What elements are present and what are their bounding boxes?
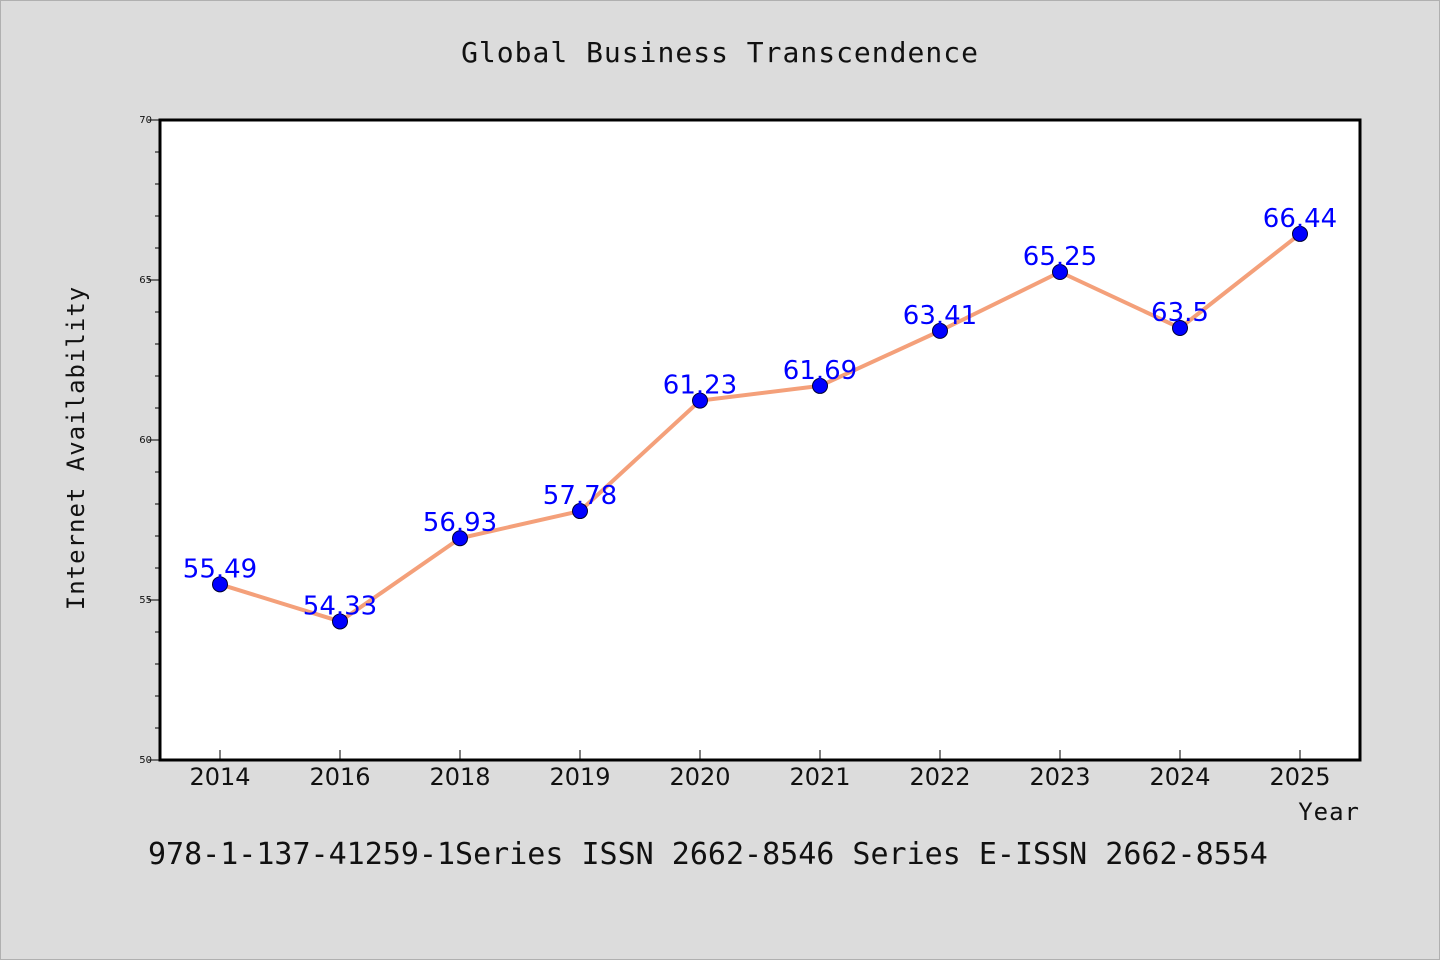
data-point xyxy=(332,613,348,630)
data-point xyxy=(692,392,708,409)
data-point xyxy=(452,530,468,547)
data-point xyxy=(1052,264,1068,280)
data-label: 66.44 xyxy=(1263,204,1337,234)
data-label: 54.33 xyxy=(303,591,377,621)
x-tick-label: 2024 xyxy=(1149,763,1210,791)
x-tick-label: 2014 xyxy=(189,763,250,791)
series-group xyxy=(212,225,1308,630)
x-tick-label: 2016 xyxy=(309,763,370,791)
y-axis-label: Internet Availability xyxy=(62,286,90,610)
data-point xyxy=(1172,320,1188,336)
x-tick-label: 2022 xyxy=(909,763,970,791)
series-line xyxy=(219,232,1302,624)
data-label: 63.5 xyxy=(1151,298,1209,328)
data-label: 55.49 xyxy=(183,554,257,584)
data-label: 63.41 xyxy=(903,301,977,331)
data-label: 57.78 xyxy=(543,481,617,511)
chart-title: Global Business Transcendence xyxy=(461,36,979,69)
data-point xyxy=(812,377,828,394)
x-tick-label: 2023 xyxy=(1029,763,1090,791)
x-tick-label: 2019 xyxy=(549,763,610,791)
x-tick-label: 2018 xyxy=(429,763,490,791)
data-label: 56.93 xyxy=(423,508,497,538)
y-tick-label: 65 xyxy=(139,275,152,286)
y-tick-label: 50 xyxy=(139,755,152,766)
data-point xyxy=(1292,225,1308,242)
plot-area xyxy=(158,118,1362,762)
data-label: 61.69 xyxy=(783,356,857,386)
y-tick-label: 60 xyxy=(139,435,152,446)
data-labels: 55.49 54.33 56.93 57.78 61.23 61.69 63.41 65.25… xyxy=(183,204,1337,622)
data-label: 61.23 xyxy=(663,371,737,401)
x-tick-label: 2025 xyxy=(1269,763,1330,791)
y-tick-label: 70 xyxy=(139,115,152,126)
data-point xyxy=(932,322,948,339)
x-axis: 2014 2016 2018 2019 2020 2021 2022 2023 2024 2025 xyxy=(189,750,1331,791)
x-tick-label: 2021 xyxy=(789,763,850,791)
data-point xyxy=(212,576,228,593)
y-tick-label: 55 xyxy=(139,595,152,606)
data-point xyxy=(572,503,588,520)
y-axis: 50 55 60 65 70 xyxy=(139,115,160,766)
data-label: 65.25 xyxy=(1023,242,1097,272)
x-axis-label: Year xyxy=(1298,798,1360,826)
footer-isbn-issn: 978-1-137-41259-1Series ISSN 2662-8546 S… xyxy=(148,837,1268,872)
x-tick-label: 2020 xyxy=(669,763,730,791)
